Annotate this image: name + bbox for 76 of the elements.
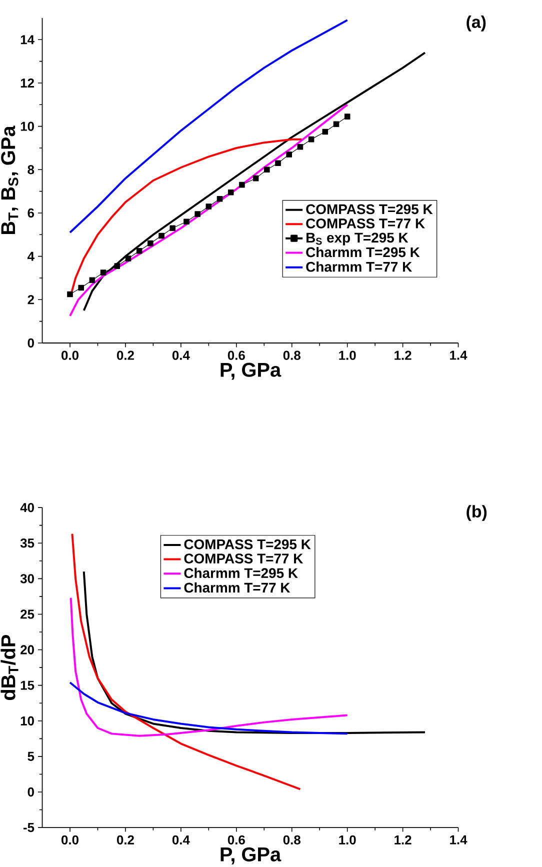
x-tick-label: 0.4 [172, 835, 190, 844]
line-series [71, 532, 302, 790]
y-tick-label: -5 [23, 823, 34, 832]
chart-title: (a) [466, 16, 486, 32]
point [252, 175, 259, 182]
point [286, 152, 292, 158]
point [216, 196, 223, 202]
legend-label: Charmm T=77 K [184, 582, 290, 593]
point [67, 291, 73, 298]
point [125, 256, 132, 262]
point [148, 240, 154, 246]
point [228, 190, 234, 196]
y-tick-label: 5 [28, 752, 34, 761]
x-tick-label: 1.2 [394, 350, 412, 360]
y-tick-label: 20 [20, 645, 34, 654]
x-tick-label: 1.0 [339, 350, 356, 360]
y-tick-label: 15 [20, 680, 34, 690]
y-axis-title: B$_{T}$, B$_{S}$, GPa [1, 126, 18, 234]
x-tick-label: 1.4 [450, 835, 468, 844]
y-tick-label: 4 [27, 252, 34, 261]
x-tick-label: 1.4 [450, 350, 468, 360]
x-tick-label: 0.8 [283, 350, 300, 360]
point [333, 121, 340, 128]
x-axis-title: P, GPa [220, 847, 282, 864]
y-tick-label: 14 [20, 35, 34, 44]
x-tick-label: 1.0 [339, 835, 356, 844]
x-tick-label: 0.6 [228, 350, 245, 360]
x-tick-label: 0.2 [116, 350, 134, 360]
x-tick-label: 0.8 [283, 835, 300, 844]
x-tick-label: 0.2 [116, 835, 134, 844]
chart-title: (b) [466, 505, 487, 521]
y-tick-label: 0 [28, 787, 34, 797]
y-axis-title: dB$_{T}$/dP [0, 634, 18, 700]
x-tick-label: 1.2 [394, 835, 412, 844]
y-tick-label: 10 [20, 122, 34, 131]
legend-label: Charmm T=295 K [184, 568, 298, 578]
legend-label: Charmm T=295 K [306, 246, 420, 258]
point [275, 160, 281, 166]
x-tick-label: 0.6 [228, 835, 245, 844]
y-tick-label: 12 [20, 78, 34, 88]
y-tick-label: 6 [28, 208, 34, 218]
legend-label: COMPASS T=295 K [184, 539, 311, 550]
line-series [70, 596, 348, 737]
point [308, 136, 314, 142]
x-axis-title: P, GPa [220, 362, 282, 380]
y-tick-label: 30 [20, 574, 34, 584]
point [158, 232, 164, 239]
y-tick-label: 40 [20, 502, 34, 512]
point [114, 263, 120, 269]
y-tick-label: 0 [28, 338, 34, 348]
point [78, 284, 84, 291]
y-tick-label: 10 [20, 716, 34, 726]
x-tick-label: 0.0 [62, 350, 78, 360]
legend-label: COMPASS T=295 K [306, 204, 433, 214]
point [322, 128, 328, 135]
point [206, 204, 212, 210]
point [264, 166, 270, 173]
point [100, 270, 106, 276]
y-tick-label: 2 [28, 295, 34, 304]
x-tick-label: 0.0 [62, 835, 78, 844]
point [136, 248, 142, 254]
point [184, 218, 190, 225]
point [194, 211, 200, 217]
point [297, 144, 304, 150]
legend-label: Charmm T=77 K [306, 262, 412, 272]
legend-label: COMPASS T=77 K [184, 554, 304, 564]
x-tick-label: 0.4 [172, 350, 190, 360]
point [170, 225, 176, 232]
point [344, 114, 350, 120]
legend-label: B$_{S}$ exp T=295 K [306, 232, 408, 246]
legend-label: COMPASS T=77 K [306, 218, 425, 228]
point [239, 182, 245, 188]
y-tick-label: 35 [20, 538, 34, 548]
y-tick-label: 25 [20, 610, 34, 619]
y-tick-label: 8 [28, 165, 34, 174]
point [89, 277, 96, 284]
